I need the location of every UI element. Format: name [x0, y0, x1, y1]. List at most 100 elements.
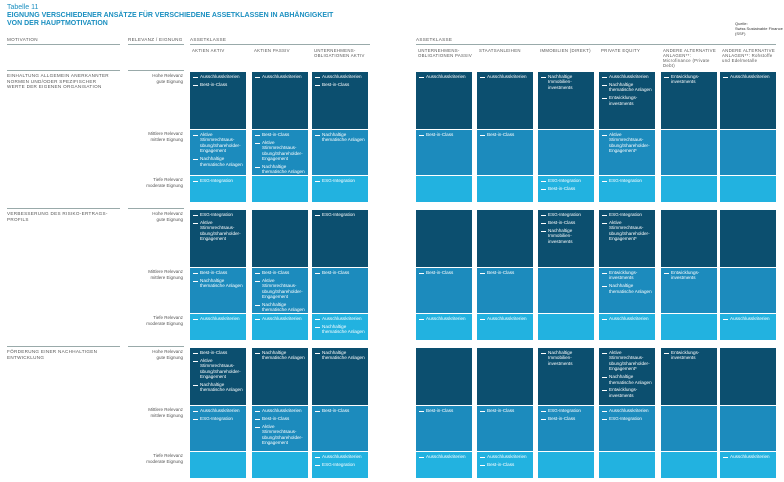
dash	[419, 456, 424, 458]
block-rule	[128, 346, 184, 347]
approach-item: Best-in-Class	[480, 462, 530, 467]
column-header: STAATSANLEIHEN	[479, 48, 521, 53]
motivation: EINHALTUNG ALLGEMEIN ANERKANNTER NORMEN …	[7, 73, 109, 89]
approach-item: Nachhaltige thematische Anlagen	[315, 132, 365, 143]
approach-item: Best-in-Class	[255, 270, 305, 275]
dash	[255, 134, 260, 136]
dash	[480, 464, 485, 466]
relevance-line: Hohe Relevanz	[152, 211, 183, 216]
approach-text: ESG-Integration	[609, 415, 642, 421]
dash	[723, 456, 728, 458]
approach-item: Best-in-Class	[419, 270, 469, 275]
dash	[602, 418, 607, 420]
relevance-line: moderate Eignung	[146, 458, 183, 464]
column-header: PRIVATE EQUITY	[601, 48, 641, 53]
dash	[419, 76, 424, 78]
cell: Entwicklungs-investments	[661, 348, 717, 405]
cell: Best-in-Class Aktive Stimmrechtsaus-übung…	[252, 268, 308, 313]
dash	[255, 272, 260, 274]
approach-text: Aktive Stimmrechtsaus-übung/Shareholder-…	[262, 423, 303, 446]
dash	[541, 188, 546, 190]
cell: Ausschlusskriterien	[416, 314, 472, 340]
relevance: Tiefe Relevanz moderate Eignung	[124, 315, 183, 326]
approach-item: Nachhaltige thematische Anlagen	[602, 82, 652, 93]
dash	[602, 286, 607, 287]
approach-text: Nachhaltige Immobilien-investments	[548, 74, 573, 90]
approach-text: Entwicklungs-investments	[609, 270, 638, 281]
approach-item: Nachhaltige thematische Anlagen	[255, 350, 305, 361]
cell: Ausschlusskriterien ESG-Integration	[312, 452, 368, 478]
approach-item: Ausschlusskriterien	[193, 316, 243, 321]
dash	[193, 180, 198, 182]
approach-text: Ausschlusskriterien	[426, 74, 466, 79]
approach-item: Best-in-Class	[541, 220, 591, 225]
dash	[480, 318, 485, 320]
dash	[315, 180, 320, 182]
dash	[602, 222, 607, 224]
approach-item: Ausschlusskriterien	[315, 316, 365, 321]
cell	[416, 348, 472, 405]
approach-item: Nachhaltige thematische Anlagen	[602, 283, 652, 294]
relevance-line: Tiefe Relevanz	[153, 315, 183, 320]
approach-item: Aktive Stimmrechtsaus-übung/Shareholder-…	[602, 220, 652, 242]
cell	[661, 210, 717, 267]
dash	[602, 180, 607, 182]
approach-item: ESG-Integration	[602, 212, 652, 217]
cell: ESG-Integration Aktive Stimmrechtsaus-übu…	[599, 210, 655, 267]
cell	[477, 176, 533, 202]
head-assetclass: ASSETKLASSE	[416, 37, 453, 42]
dash	[315, 134, 320, 136]
cell: Ausschlusskriterien Best-in-Class	[477, 452, 533, 478]
approach-item: ESG-Integration	[315, 212, 365, 217]
source-line: Quelle:	[735, 21, 748, 26]
dash	[664, 352, 669, 354]
approach-text: Best-in-Class	[487, 270, 515, 275]
dash	[602, 376, 607, 378]
dash	[193, 318, 198, 320]
approach-item: Nachhaltige thematische Anlagen	[193, 382, 243, 393]
dash	[602, 410, 607, 412]
cell	[661, 130, 717, 175]
approach-item: Aktive Stimmrechtsaus-übung/Shareholder-…	[193, 358, 243, 380]
dash	[315, 272, 320, 274]
dash	[541, 230, 546, 232]
cell: Best-in-Class	[477, 130, 533, 175]
cell	[538, 268, 594, 313]
approach-item: Ausschlusskriterien	[480, 74, 530, 79]
dash	[193, 280, 198, 282]
dash	[193, 418, 198, 420]
cell	[720, 348, 776, 405]
approach-text: Ausschlusskriterien	[730, 454, 770, 459]
approach-text: Ausschlusskriterien	[609, 316, 649, 321]
header-rule	[128, 44, 184, 45]
dash	[602, 214, 607, 216]
block-rule	[7, 70, 120, 71]
column-header: UNTERNEHMENS-OBLIGATIONEN AKTIV	[314, 48, 365, 58]
cell: Nachhaltige Immobilien-investments	[538, 348, 594, 405]
approach-text: Nachhaltige thematische Anlagen	[609, 374, 652, 385]
approach-text: ESG-Integration	[548, 212, 581, 217]
block-rule	[7, 208, 120, 209]
dash	[193, 158, 198, 160]
approach-text: Aktive Stimmrechtsaus-übung/Shareholder-…	[609, 132, 650, 154]
approach-item: Nachhaltige Immobilien-investments	[541, 350, 591, 366]
approach-item: Nachhaltige thematische Anlagen	[602, 374, 652, 385]
approach-item: Entwicklungs-investments	[664, 74, 714, 85]
cell	[416, 176, 472, 202]
approach-text: Best-in-Class	[487, 408, 515, 413]
block-rule	[128, 70, 184, 71]
approach-item: Ausschlusskriterien	[723, 74, 773, 79]
approach-item: ESG-Integration	[193, 178, 243, 183]
approach-item: Nachhaltige thematische Anlagen	[315, 350, 365, 361]
head-motivation: MOTIVATION	[7, 37, 38, 42]
approach-text: ESG-Integration	[548, 408, 581, 413]
cell: Best-in-Class	[416, 130, 472, 175]
cell	[661, 176, 717, 202]
dash	[315, 318, 320, 320]
approach-text: Ausschlusskriterien	[426, 454, 466, 459]
approach-text: Best-in-Class	[200, 350, 228, 355]
column-header: ANDERE ALTERNATIVE ANLAGEN**: Rohstoffe …	[722, 48, 775, 63]
dash	[602, 318, 607, 320]
dash	[541, 352, 546, 354]
dash	[419, 410, 424, 412]
